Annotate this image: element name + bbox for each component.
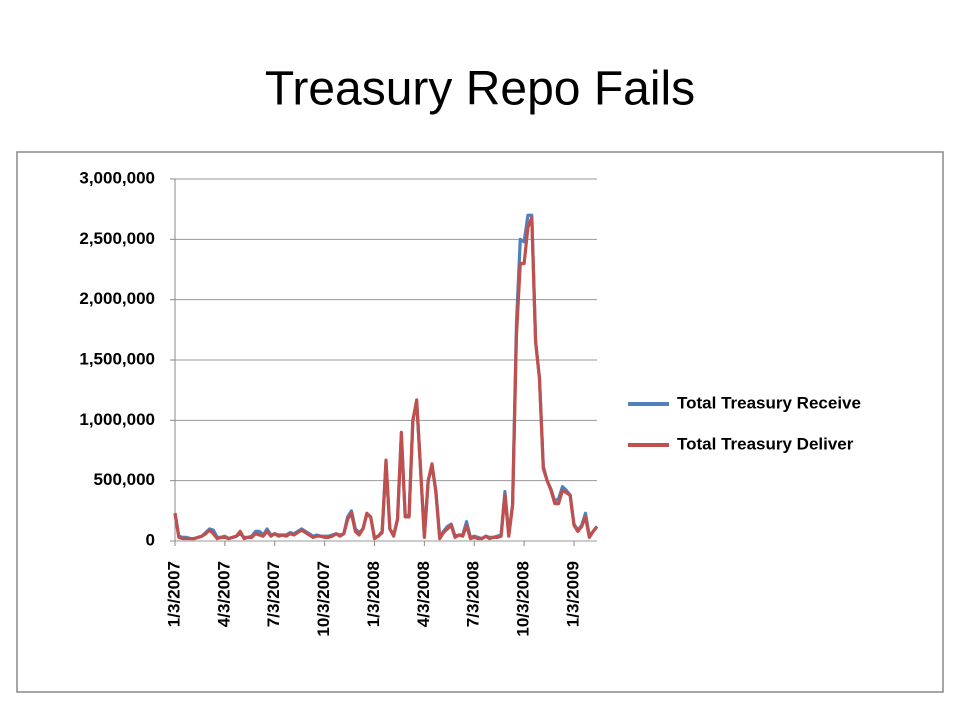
x-tick-label: 10/3/2008 [514, 561, 533, 637]
x-tick-label: 1/3/2008 [364, 561, 383, 627]
y-tick-label: 500,000 [94, 470, 155, 489]
y-tick-label: 1,000,000 [79, 410, 155, 429]
y-tick-label: 3,000,000 [79, 168, 155, 187]
x-tick-label: 4/3/2007 [214, 561, 233, 627]
x-tick-label: 4/3/2008 [414, 561, 433, 627]
x-tick-label: 10/3/2007 [314, 561, 333, 637]
y-tick-label: 2,000,000 [79, 289, 155, 308]
x-tick-label: 7/3/2007 [264, 561, 283, 627]
legend-label: Total Treasury Receive [677, 393, 861, 412]
y-tick-label: 2,500,000 [79, 229, 155, 248]
x-tick-label: 1/3/2009 [563, 561, 582, 627]
chart-frame [16, 151, 944, 693]
line-series [173, 216, 599, 541]
y-tick-label: 0 [146, 530, 155, 549]
chart-title: Treasury Repo Fails [265, 63, 695, 116]
y-tick-label: 1,500,000 [79, 349, 155, 368]
legend-label: Total Treasury Deliver [677, 434, 854, 453]
x-tick-label: 7/3/2008 [464, 561, 483, 627]
x-tick-label: 1/3/2007 [164, 561, 183, 627]
